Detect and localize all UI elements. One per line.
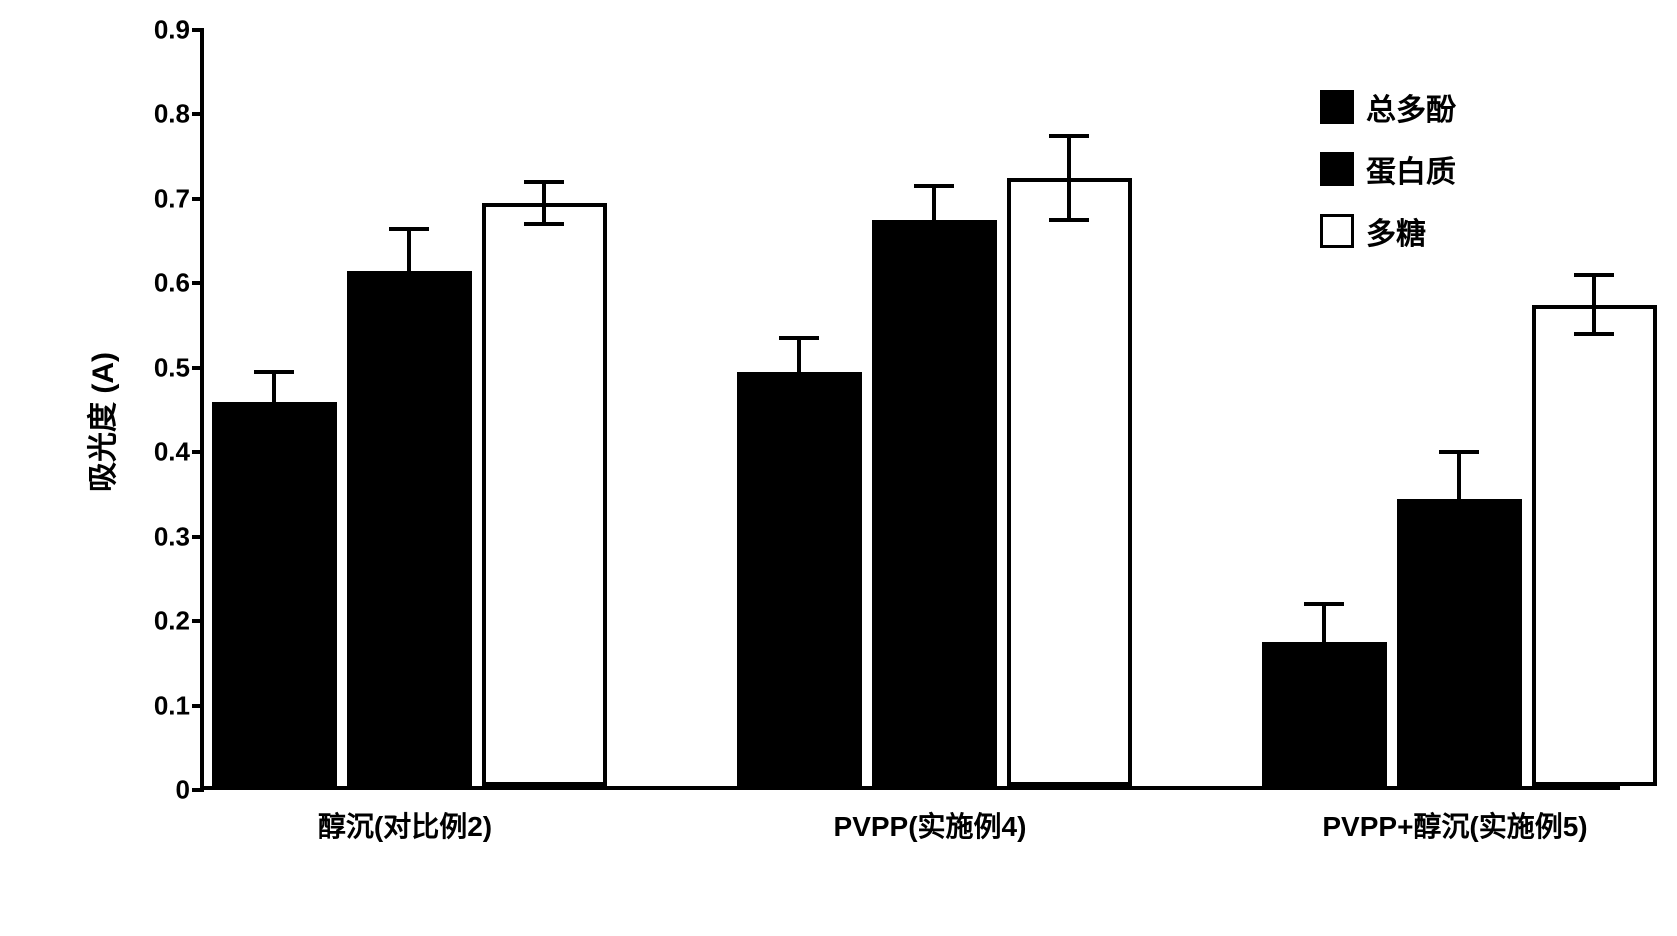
- error-cap-bottom: [1304, 678, 1344, 682]
- legend-item-polysaccharide: 多糖: [1320, 209, 1456, 253]
- bar: [737, 372, 862, 786]
- legend-label-protein: 蛋白质: [1366, 147, 1456, 191]
- chart-container: 吸光度 (A) 总多酚 蛋白质 多糖 00.10.20.30.40.50.60.…: [140, 20, 1640, 840]
- error-cap-top: [254, 370, 294, 374]
- y-axis-title: 吸光度 (A): [78, 352, 122, 492]
- bar: [482, 203, 607, 786]
- bar: [872, 220, 997, 786]
- y-tick: [192, 366, 204, 370]
- error-cap-bottom: [524, 222, 564, 226]
- y-tick-label: 0.8: [154, 99, 190, 130]
- error-bar-stem: [797, 338, 801, 406]
- y-tick-label: 0.7: [154, 183, 190, 214]
- error-cap-top: [1439, 450, 1479, 454]
- y-tick: [192, 281, 204, 285]
- x-category-label: PVPP(实施例4): [834, 805, 1027, 845]
- y-tick: [192, 704, 204, 708]
- y-tick-label: 0.5: [154, 352, 190, 383]
- error-cap-top: [1304, 602, 1344, 606]
- legend-item-protein: 蛋白质: [1320, 147, 1456, 191]
- error-cap-top: [389, 227, 429, 231]
- bar: [347, 271, 472, 786]
- error-bar-stem: [542, 182, 546, 224]
- y-tick: [192, 197, 204, 201]
- y-tick-label: 0.6: [154, 268, 190, 299]
- error-cap-bottom: [779, 404, 819, 408]
- error-bar-stem: [1592, 275, 1596, 334]
- y-tick: [192, 28, 204, 32]
- bar: [1532, 305, 1657, 786]
- y-tick-label: 0.1: [154, 690, 190, 721]
- y-tick-label: 0.4: [154, 437, 190, 468]
- y-tick-label: 0.3: [154, 521, 190, 552]
- error-cap-bottom: [1439, 543, 1479, 547]
- y-tick: [192, 535, 204, 539]
- error-bar-stem: [1067, 136, 1071, 220]
- bar: [1007, 178, 1132, 786]
- legend-label-polyphenol: 总多酚: [1366, 85, 1456, 129]
- legend-swatch-protein: [1320, 152, 1354, 186]
- error-bar-stem: [407, 229, 411, 313]
- error-cap-top: [779, 336, 819, 340]
- error-cap-bottom: [389, 311, 429, 315]
- legend-label-polysaccharide: 多糖: [1366, 209, 1426, 253]
- error-cap-bottom: [254, 429, 294, 433]
- error-cap-top: [1574, 273, 1614, 277]
- x-category-label: 醇沉(对比例2): [318, 805, 492, 845]
- error-cap-top: [524, 180, 564, 184]
- error-cap-top: [1049, 134, 1089, 138]
- legend-swatch-polyphenol: [1320, 90, 1354, 124]
- error-bar-stem: [932, 186, 936, 254]
- x-category-label: PVPP+醇沉(实施例5): [1322, 805, 1587, 845]
- error-cap-bottom: [1049, 218, 1089, 222]
- error-bar-stem: [1322, 604, 1326, 680]
- error-cap-top: [914, 184, 954, 188]
- y-tick-label: 0: [176, 775, 190, 806]
- error-cap-bottom: [914, 252, 954, 256]
- y-tick: [192, 619, 204, 623]
- bar: [212, 402, 337, 786]
- legend: 总多酚 蛋白质 多糖: [1320, 85, 1456, 271]
- error-cap-bottom: [1574, 332, 1614, 336]
- y-tick-label: 0.2: [154, 606, 190, 637]
- y-tick-label: 0.9: [154, 15, 190, 46]
- error-bar-stem: [272, 372, 276, 431]
- legend-item-polyphenol: 总多酚: [1320, 85, 1456, 129]
- legend-swatch-polysaccharide: [1320, 214, 1354, 248]
- error-bar-stem: [1457, 452, 1461, 545]
- y-tick: [192, 450, 204, 454]
- y-tick: [192, 112, 204, 116]
- y-tick: [192, 788, 204, 792]
